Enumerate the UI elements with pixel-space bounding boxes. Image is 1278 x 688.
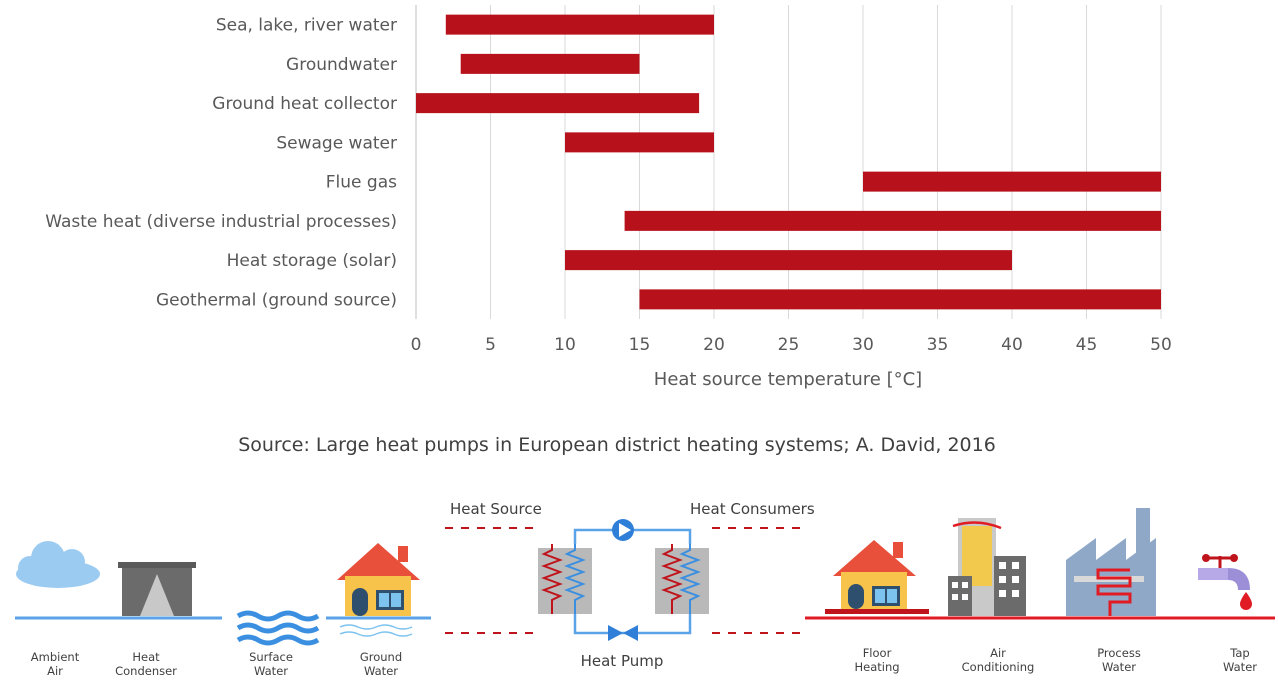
- range-bar: [863, 171, 1161, 192]
- ground-water-label-1: Ground: [360, 650, 402, 664]
- ambient-air-label-1: Ambient: [31, 650, 80, 664]
- dashed-boundary-lines: [445, 527, 808, 634]
- floor-heating-label-1: Floor: [863, 646, 892, 660]
- air-conditioning-label-1: Air: [990, 646, 1006, 660]
- cloud-icon: [16, 541, 100, 588]
- range-bar: [445, 14, 714, 35]
- x-tick-label: 40: [1001, 335, 1023, 355]
- category-label: Groundwater: [286, 55, 397, 75]
- process-water-factory-icon: [1066, 508, 1156, 616]
- x-tick-label: 30: [852, 335, 874, 355]
- heat-source-label: Heat Source: [450, 500, 542, 518]
- range-bar: [639, 289, 1161, 310]
- surface-water-icon: [236, 610, 320, 646]
- category-label: Ground heat collector: [212, 94, 397, 114]
- process-water-label-2: Water: [1102, 660, 1136, 674]
- x-tick-label: 20: [703, 335, 725, 355]
- process-water-label-1: Process: [1097, 646, 1141, 660]
- heat-consumers-label: Heat Consumers: [690, 500, 815, 518]
- tap-water-label-2: Water: [1223, 660, 1257, 674]
- evaporator-icon: [538, 544, 592, 614]
- category-label: Sewage water: [276, 133, 397, 153]
- x-tick-label: 10: [554, 335, 576, 355]
- range-bar: [624, 210, 1161, 231]
- x-tick-label: 35: [927, 335, 949, 355]
- ambient-air-label-2: Air: [47, 664, 63, 678]
- ground-water-waves-icon: [339, 624, 413, 637]
- bars: [416, 14, 1161, 310]
- ground-water-house-icon: [337, 543, 420, 616]
- x-tick-label: 0: [411, 335, 422, 355]
- condenser-exchanger-icon: [655, 544, 709, 614]
- expansion-valve-icon: [608, 625, 638, 641]
- x-tick-labels: 0 5 10 15 20 25 30 35 40 45 50: [411, 335, 1172, 355]
- range-bar-chart: Sea, lake, river water Groundwater Ground …: [45, 5, 1172, 390]
- category-labels: Sea, lake, river water Groundwater Ground …: [45, 16, 397, 311]
- surface-water-label-1: Surface: [249, 650, 293, 664]
- air-conditioning-buildings-icon: [948, 518, 1026, 616]
- floor-heating-house-icon: [825, 540, 929, 614]
- source-caption: Source: Large heat pumps in European dis…: [238, 434, 996, 456]
- category-label: Heat storage (solar): [227, 251, 397, 271]
- x-axis-title: Heat source temperature [°C]: [654, 369, 922, 390]
- ground-water-label-2: Water: [364, 664, 398, 678]
- x-tick-label: 45: [1076, 335, 1098, 355]
- x-tick-label: 5: [485, 335, 496, 355]
- heat-pump-diagram: Heat Source Heat Consumers Heat Pump: [15, 500, 1275, 678]
- grid-lines: [415, 5, 1162, 319]
- category-label: Flue gas: [326, 173, 397, 193]
- category-label: Geothermal (ground source): [156, 290, 397, 310]
- tap-water-icon: [1198, 554, 1252, 610]
- range-bar: [416, 93, 700, 114]
- x-tick-label: 50: [1150, 335, 1172, 355]
- heat-pump-label: Heat Pump: [581, 652, 664, 670]
- range-bar: [565, 250, 1012, 271]
- heat-condenser-label-1: Heat: [132, 650, 160, 664]
- tap-water-label-1: Tap: [1229, 646, 1249, 660]
- air-conditioning-label-2: Conditioning: [962, 660, 1035, 674]
- category-label: Waste heat (diverse industrial processes…: [45, 212, 397, 232]
- x-tick-label: 25: [778, 335, 800, 355]
- range-bar: [565, 132, 714, 153]
- heat-condenser-icon: [118, 562, 196, 616]
- x-tick-label: 15: [629, 335, 651, 355]
- floor-heating-label-2: Heating: [854, 660, 899, 674]
- heat-condenser-label-2: Condenser: [115, 664, 177, 678]
- pump-icon: [612, 519, 634, 541]
- category-label: Sea, lake, river water: [216, 16, 397, 36]
- surface-water-label-2: Water: [254, 664, 288, 678]
- range-bar: [460, 53, 640, 74]
